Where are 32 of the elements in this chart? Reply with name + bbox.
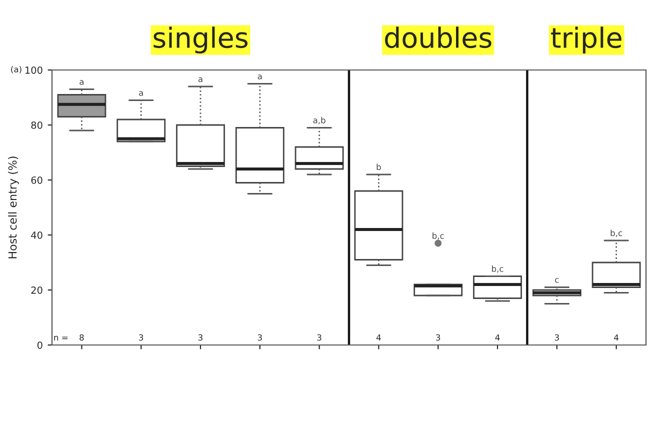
annotation: 4 [614, 334, 618, 341]
annotation: b,c [492, 265, 504, 273]
annotation: b,c [432, 232, 444, 240]
y-tick-label: 0 [37, 341, 42, 349]
annotation: 3 [258, 334, 262, 341]
annotation: c [555, 278, 559, 283]
text: singles [154, 26, 248, 54]
y-tick-label: 100 [25, 66, 42, 74]
annotation: n = [54, 336, 68, 341]
annotation: 3 [198, 334, 202, 341]
annotation: 3 [554, 334, 559, 341]
y-tick-label: 60 [31, 176, 42, 184]
annotation: b,c [610, 230, 622, 237]
annotation: 3 [317, 334, 322, 341]
text: doubles [385, 26, 492, 48]
annotation: 3 [436, 334, 440, 341]
annotation: 3 [139, 334, 144, 341]
annotation: a [198, 77, 202, 82]
y-axis-title: Host cell entry (%) [8, 156, 19, 258]
text: (a) [11, 66, 22, 74]
annotation: a [80, 80, 84, 85]
annotation: a [258, 74, 262, 80]
annotation: b [376, 164, 381, 170]
y-tick-label: 80 [31, 121, 42, 129]
annotation: 4 [495, 334, 500, 341]
annotation: 8 [80, 334, 84, 341]
annotation: 4 [376, 334, 381, 341]
annotation: a [139, 91, 143, 96]
y-tick-label: 20 [31, 286, 42, 294]
annotation: a,b [313, 116, 326, 124]
y-tick-label: 40 [31, 231, 42, 239]
text: triple [551, 26, 622, 54]
